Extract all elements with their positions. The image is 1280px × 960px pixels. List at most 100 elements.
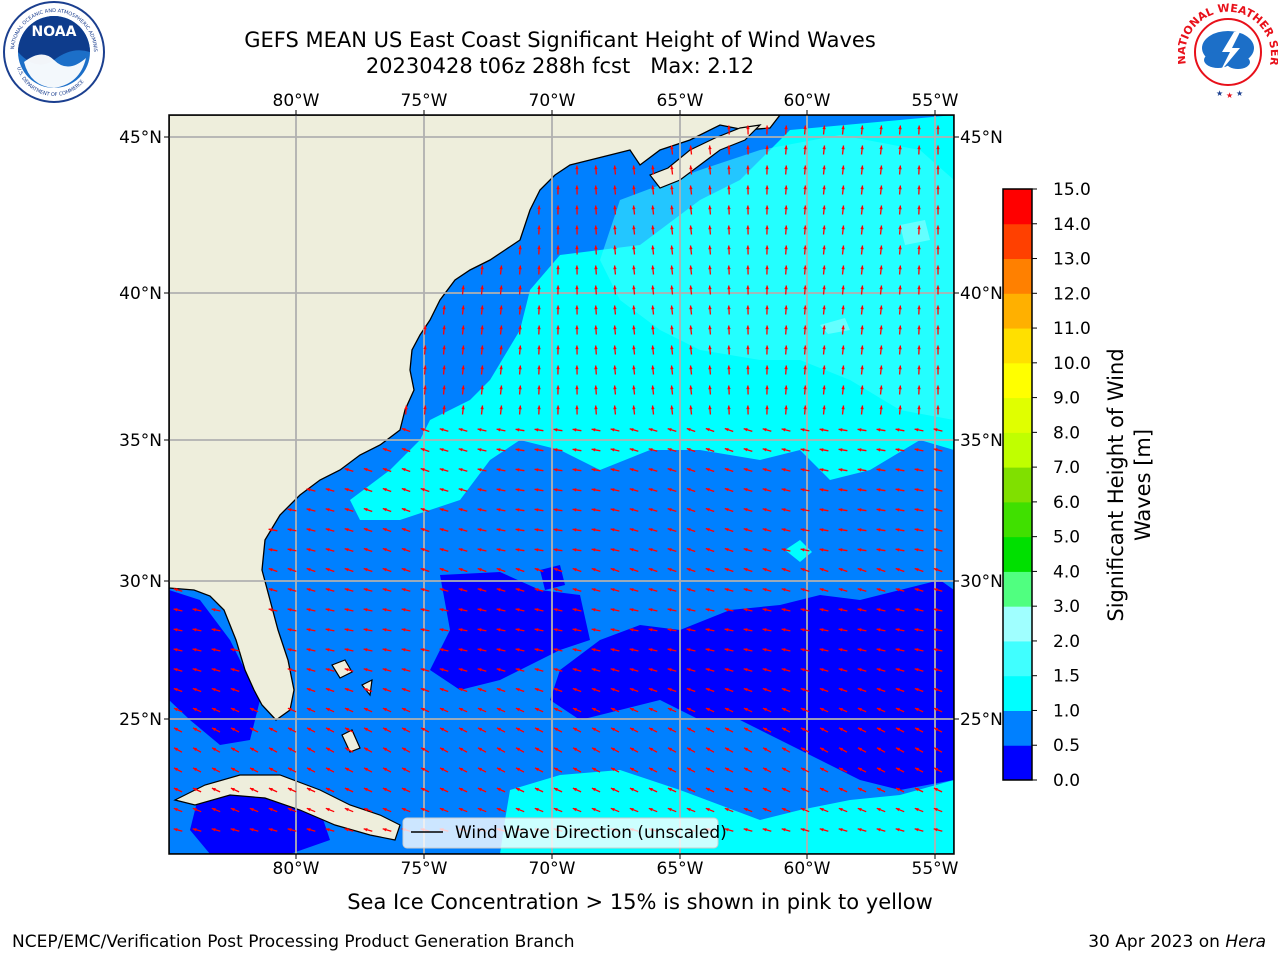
wind-arrow-head — [648, 448, 653, 452]
wind-arrow-head — [724, 808, 729, 812]
wind-arrow-head — [914, 668, 919, 672]
wind-arrow-head — [306, 608, 311, 612]
wind-arrow-head — [613, 285, 617, 290]
wind-arrow-head — [442, 305, 446, 310]
wind-arrow-head — [819, 568, 824, 572]
wind-arrow-head — [762, 528, 767, 532]
wind-arrow-head — [743, 668, 748, 672]
wind-arrow-head — [325, 628, 330, 632]
wind-arrow-head — [345, 747, 349, 752]
wind-arrow-head — [781, 548, 786, 552]
wind-arrow-head — [421, 747, 425, 752]
wind-arrow-head — [781, 688, 786, 692]
wind-arrow-head — [860, 285, 864, 290]
wind-arrow-head — [173, 828, 178, 832]
wind-arrow-head — [629, 788, 634, 792]
wind-arrow-head — [480, 265, 484, 270]
wind-arrow-head — [401, 428, 406, 432]
wind-arrow-head — [933, 448, 938, 452]
wind-arrow-head — [477, 708, 482, 712]
wind-arrow-head — [630, 727, 634, 732]
wind-arrow-head — [518, 405, 522, 410]
wind-arrow-head — [686, 688, 691, 692]
wind-arrow-head — [592, 767, 596, 772]
wind-arrow-head — [249, 788, 254, 792]
wind-arrow-head — [667, 628, 672, 632]
wind-arrow-head — [914, 548, 919, 552]
wind-arrow-head — [765, 385, 769, 390]
wind-arrow-head — [212, 727, 216, 732]
wind-arrow-head — [382, 448, 387, 452]
wind-arrow-head — [497, 767, 501, 772]
wind-arrow-head — [591, 568, 596, 572]
wind-arrow-head — [613, 205, 617, 210]
wind-arrow-head — [743, 788, 748, 792]
wind-arrow-head — [575, 305, 579, 310]
wind-arrow-head — [192, 788, 197, 792]
wind-arrow-head — [857, 668, 862, 672]
wind-arrow-head — [838, 448, 843, 452]
wind-arrow-head — [537, 325, 541, 330]
wind-arrow-head — [594, 165, 598, 170]
wind-arrow-head — [841, 185, 845, 190]
lon-label: 55°W — [912, 91, 959, 111]
wind-arrow-head — [629, 688, 634, 692]
wind-arrow-head — [822, 365, 826, 370]
wind-arrow-head — [743, 548, 748, 552]
legend-label: Wind Wave Direction (unscaled) — [455, 823, 727, 843]
wind-arrow-head — [594, 345, 598, 350]
wind-arrow-head — [705, 568, 710, 572]
wind-arrow-head — [724, 548, 729, 552]
wind-arrow-head — [914, 468, 919, 472]
wind-arrow-head — [572, 688, 577, 692]
wind-arrow-head — [687, 767, 691, 772]
wind-arrow-head — [651, 345, 655, 350]
wind-arrow-head — [898, 305, 902, 310]
wind-arrow-head — [743, 628, 748, 632]
wind-arrow-head — [496, 488, 501, 492]
colorbar-tick-label: 0.0 — [1053, 771, 1080, 791]
wind-arrow-head — [632, 345, 636, 350]
wind-arrow-head — [534, 708, 539, 712]
wind-arrow-head — [917, 125, 921, 130]
wind-arrow-head — [553, 548, 558, 552]
wind-arrow-head — [917, 205, 921, 210]
wind-arrow-head — [613, 185, 617, 190]
wind-arrow-head — [515, 668, 520, 672]
wind-arrow-head — [556, 385, 560, 390]
wind-arrow-head — [762, 808, 767, 812]
wind-arrow-head — [480, 365, 484, 370]
wind-arrow-head — [556, 265, 560, 270]
wind-arrow-head — [268, 548, 273, 552]
wind-arrow-head — [781, 528, 786, 532]
wind-arrow-head — [706, 747, 710, 752]
wind-arrow-head — [841, 165, 845, 170]
wind-arrow-head — [743, 528, 748, 532]
wind-arrow-head — [458, 488, 463, 492]
wind-arrow-head — [934, 747, 938, 752]
wind-arrow-head — [173, 648, 178, 652]
wind-arrow-head — [556, 345, 560, 350]
wind-arrow-head — [782, 767, 786, 772]
colorbar-segment — [1003, 606, 1032, 642]
wind-arrow-head — [800, 688, 805, 692]
wind-arrow-head — [211, 688, 216, 692]
wind-arrow-head — [841, 145, 845, 150]
wind-arrow-head — [592, 747, 596, 752]
svg-text:★: ★ — [1226, 91, 1233, 100]
wind-arrow-head — [496, 468, 501, 472]
wind-arrow-head — [554, 747, 558, 752]
wind-arrow-head — [877, 767, 881, 772]
wind-arrow-head — [727, 125, 731, 130]
wind-arrow-head — [287, 508, 292, 512]
wind-arrow-head — [288, 727, 292, 732]
wind-arrow-head — [914, 648, 919, 652]
wind-arrow-head — [383, 747, 387, 752]
wind-arrow-head — [382, 568, 387, 572]
lat-label: 35°N — [119, 431, 162, 451]
wind-arrow-head — [819, 648, 824, 652]
wind-arrow-head — [573, 767, 577, 772]
colorbar-segment — [1003, 258, 1032, 294]
wind-arrow-head — [345, 727, 349, 732]
wind-arrow-head — [629, 528, 634, 532]
